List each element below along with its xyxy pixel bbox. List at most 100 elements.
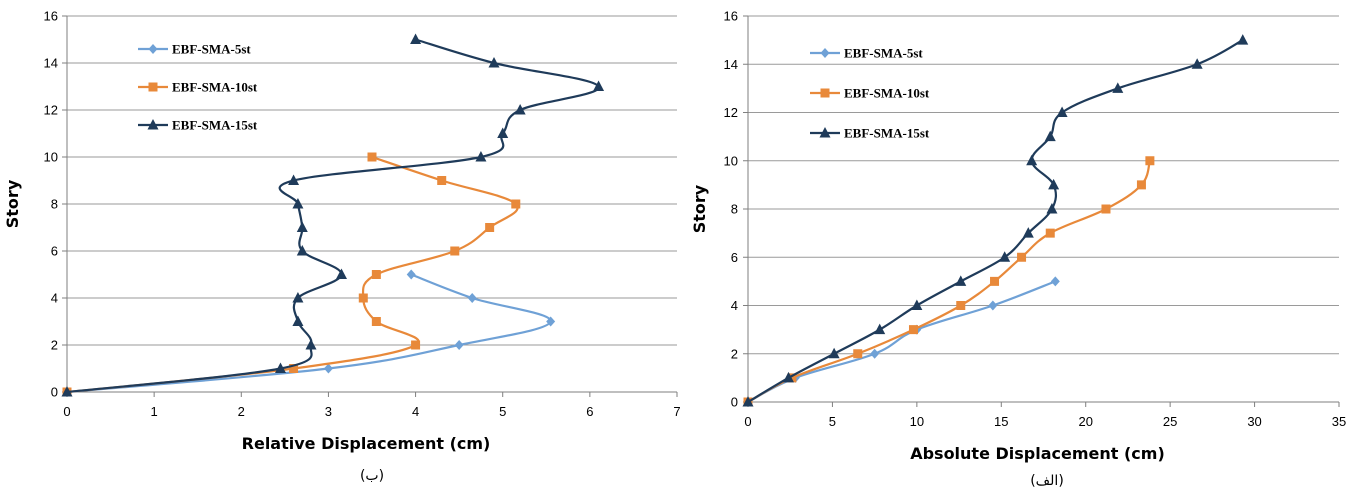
data-point (488, 57, 500, 68)
x-axis-title: Relative Displacement (cm) (242, 434, 491, 453)
y-tick-label: 8 (51, 197, 58, 212)
legend-label: EBF-SMA-15st (172, 118, 258, 133)
y-axis-title: Story (3, 179, 22, 228)
legend-label: EBF-SMA-5st (844, 46, 923, 61)
data-point (999, 251, 1011, 262)
data-point (853, 349, 863, 359)
panel-caption: (ب) (360, 468, 384, 484)
y-tick-label: 10 (44, 150, 58, 165)
data-point (593, 80, 605, 91)
y-tick-label: 12 (724, 105, 738, 120)
data-point (323, 363, 333, 374)
x-tick-label: 0 (63, 404, 70, 419)
data-point (475, 151, 487, 162)
x-tick-label: 0 (744, 414, 751, 429)
data-point (1237, 34, 1249, 45)
data-point (450, 246, 460, 256)
data-point (511, 199, 521, 209)
y-tick-label: 6 (731, 250, 738, 265)
data-point (787, 373, 797, 383)
series-line (66, 38, 600, 394)
x-tick-label: 2 (238, 404, 245, 419)
data-point (292, 315, 304, 326)
x-tick-label: 7 (673, 404, 680, 419)
x-tick-label: 6 (586, 404, 593, 419)
legend-marker (148, 44, 158, 54)
data-point (305, 339, 317, 350)
data-point (908, 325, 918, 335)
data-point (1045, 228, 1055, 238)
series-line (747, 160, 1151, 403)
data-point (1056, 106, 1068, 117)
x-tick-label: 35 (1332, 414, 1346, 429)
data-point (546, 316, 556, 327)
chart-right: 0 2 4 6 8 10 12 14 16 0 5 10 15 20 25 30 35 EBF-SMA-5st EB… (690, 9, 1346, 490)
y-tick-label: 2 (51, 338, 58, 353)
y-axis-title: Story (690, 184, 709, 233)
data-point (292, 292, 304, 303)
data-point (371, 270, 381, 279)
x-axis-title: Absolute Displacement (cm) (910, 444, 1165, 463)
legend-entry: EBF-SMA-5st (810, 46, 923, 61)
data-point (1145, 156, 1155, 166)
y-tick-label: 16 (724, 9, 738, 24)
x-tick-label: 5 (499, 404, 506, 419)
y-tick-label: 16 (44, 9, 58, 24)
data-point (956, 301, 966, 310)
x-tick-label: 25 (1163, 414, 1177, 429)
y-tick-label: 0 (51, 385, 58, 400)
data-point (296, 245, 308, 256)
legend-label: EBF-SMA-5st (172, 42, 251, 57)
legend-marker (148, 82, 158, 92)
y-tick-label: 2 (731, 346, 738, 361)
data-point (467, 293, 477, 303)
data-point (1112, 82, 1124, 93)
y-tick-label: 6 (51, 244, 58, 259)
series-EBF-SMA-5st (743, 276, 1060, 407)
data-point (1136, 180, 1146, 190)
y-tick-label: 4 (51, 291, 58, 306)
data-point (911, 299, 923, 310)
data-point (988, 300, 998, 311)
data-point (410, 33, 422, 44)
legend-marker (819, 127, 831, 138)
data-point (1191, 58, 1203, 69)
y-tick-label: 14 (724, 57, 738, 72)
series-EBF-SMA-5st (62, 269, 556, 397)
y-tick-label: 10 (724, 153, 738, 168)
data-point (275, 362, 286, 373)
data-point (1022, 227, 1034, 238)
legend-label: EBF-SMA-15st (844, 126, 930, 141)
data-point (437, 176, 447, 185)
x-tick-label: 5 (829, 414, 836, 429)
data-point (783, 371, 795, 383)
data-point (367, 152, 377, 162)
data-point (1046, 203, 1058, 214)
series-EBF-SMA-15st (742, 34, 1249, 407)
legend-entry: EBF-SMA-10st (810, 86, 930, 101)
series-line (747, 280, 1056, 403)
x-tick-label: 1 (151, 404, 158, 419)
legend-marker (820, 88, 830, 98)
data-point (358, 293, 368, 303)
data-point (1048, 178, 1060, 190)
x-tick-label: 30 (1247, 414, 1261, 429)
x-tick-label: 15 (994, 414, 1008, 429)
legend-entry: EBF-SMA-5st (138, 42, 251, 57)
data-point (289, 364, 299, 373)
legend-entry: EBF-SMA-15st (810, 126, 930, 141)
data-point (371, 317, 381, 326)
x-tick-label: 3 (325, 404, 332, 419)
data-point (454, 340, 464, 350)
data-point (1044, 130, 1056, 142)
data-point (870, 348, 880, 359)
legend-entry: EBF-SMA-10st (138, 80, 258, 95)
legend-label: EBF-SMA-10st (844, 86, 930, 101)
data-point (411, 340, 421, 350)
series-line (747, 39, 1244, 403)
x-tick-label: 10 (910, 414, 924, 429)
series-EBF-SMA-15st (61, 33, 605, 397)
legend-marker (820, 48, 830, 58)
y-tick-label: 14 (44, 56, 58, 71)
